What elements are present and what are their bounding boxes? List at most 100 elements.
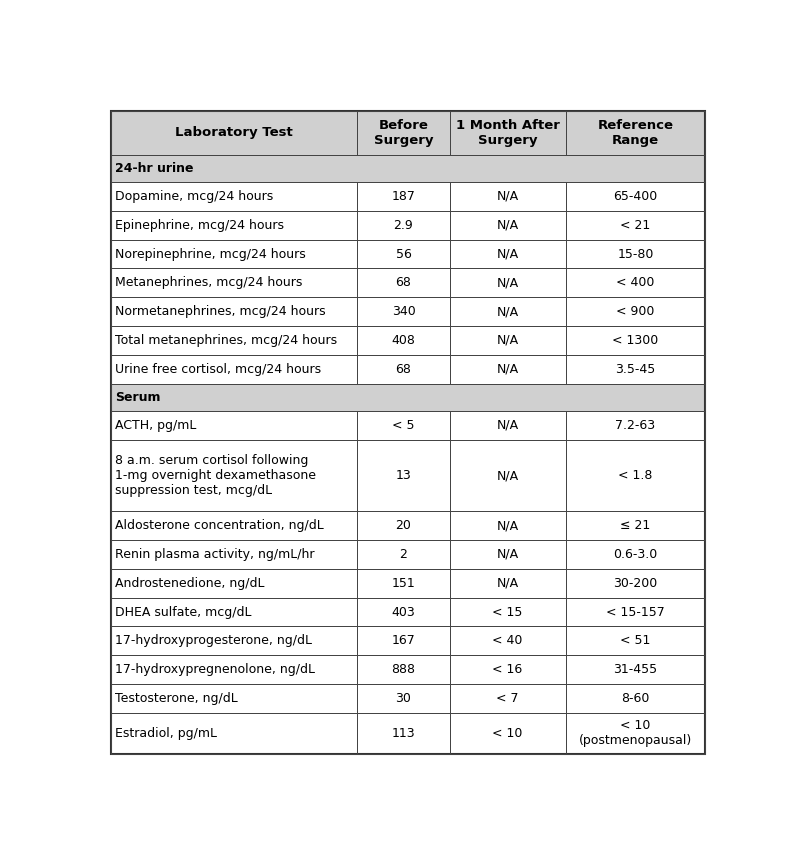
Text: Dopamine, mcg/24 hours: Dopamine, mcg/24 hours xyxy=(115,190,273,203)
Bar xyxy=(357,240,450,269)
Bar xyxy=(357,511,450,540)
Text: Normetanephrines, mcg/24 hours: Normetanephrines, mcg/24 hours xyxy=(115,305,326,318)
Text: < 1300: < 1300 xyxy=(612,334,658,347)
Bar xyxy=(565,684,705,713)
Text: 24-hr urine: 24-hr urine xyxy=(115,162,193,175)
Text: Total metanephrines, mcg/24 hours: Total metanephrines, mcg/24 hours xyxy=(115,334,337,347)
Bar xyxy=(565,211,705,240)
Text: Aldosterone concentration, ng/dL: Aldosterone concentration, ng/dL xyxy=(115,519,324,532)
Text: 13: 13 xyxy=(396,469,412,482)
Bar xyxy=(111,713,357,754)
Bar xyxy=(565,597,705,627)
Bar xyxy=(450,713,565,754)
Bar xyxy=(565,540,705,569)
Bar xyxy=(565,627,705,656)
Bar xyxy=(357,297,450,326)
Bar xyxy=(450,540,565,569)
Bar xyxy=(111,269,357,297)
Text: 68: 68 xyxy=(396,363,412,376)
Bar xyxy=(111,411,357,440)
Text: < 900: < 900 xyxy=(616,305,654,318)
Text: DHEA sulfate, mcg/dL: DHEA sulfate, mcg/dL xyxy=(115,605,252,619)
Bar xyxy=(357,684,450,713)
Bar xyxy=(357,627,450,656)
Text: N/A: N/A xyxy=(497,548,519,561)
Text: < 5: < 5 xyxy=(392,419,415,432)
Bar xyxy=(357,110,450,155)
Text: Renin plasma activity, ng/mL/hr: Renin plasma activity, ng/mL/hr xyxy=(115,548,314,561)
Text: 2: 2 xyxy=(400,548,408,561)
Text: 17-hydroxypregnenolone, ng/dL: 17-hydroxypregnenolone, ng/dL xyxy=(115,663,315,676)
Bar xyxy=(357,569,450,597)
Bar xyxy=(357,713,450,754)
Bar xyxy=(111,511,357,540)
Bar xyxy=(565,297,705,326)
Bar xyxy=(111,656,357,684)
Text: 8-60: 8-60 xyxy=(621,692,650,705)
Text: 1 Month After
Surgery: 1 Month After Surgery xyxy=(455,119,560,146)
Text: 65-400: 65-400 xyxy=(613,190,657,203)
Bar xyxy=(450,355,565,383)
Bar xyxy=(565,411,705,440)
Bar xyxy=(357,355,450,383)
Bar xyxy=(357,326,450,355)
Text: 3.5-45: 3.5-45 xyxy=(615,363,656,376)
Text: 167: 167 xyxy=(392,634,416,647)
Text: Laboratory Test: Laboratory Test xyxy=(175,126,293,140)
Text: 151: 151 xyxy=(392,577,416,590)
Bar xyxy=(565,240,705,269)
Bar xyxy=(111,627,357,656)
Bar xyxy=(450,627,565,656)
Text: 7.2-63: 7.2-63 xyxy=(615,419,655,432)
Text: Testosterone, ng/dL: Testosterone, ng/dL xyxy=(115,692,238,705)
Text: 0.6-3.0: 0.6-3.0 xyxy=(613,548,657,561)
Text: 2.9: 2.9 xyxy=(393,218,413,232)
Bar xyxy=(565,569,705,597)
Text: ACTH, pg/mL: ACTH, pg/mL xyxy=(115,419,197,432)
Bar xyxy=(111,155,705,182)
Text: Norepinephrine, mcg/24 hours: Norepinephrine, mcg/24 hours xyxy=(115,247,306,260)
Text: ≤ 21: ≤ 21 xyxy=(620,519,650,532)
Text: 17-hydroxyprogesterone, ng/dL: 17-hydroxyprogesterone, ng/dL xyxy=(115,634,312,647)
Text: 187: 187 xyxy=(392,190,416,203)
Text: < 1.8: < 1.8 xyxy=(618,469,653,482)
Bar xyxy=(450,269,565,297)
Bar xyxy=(111,211,357,240)
Bar xyxy=(111,540,357,569)
Text: < 15-157: < 15-157 xyxy=(606,605,665,619)
Bar xyxy=(565,511,705,540)
Bar xyxy=(450,411,565,440)
Text: Estradiol, pg/mL: Estradiol, pg/mL xyxy=(115,727,217,740)
Text: Serum: Serum xyxy=(115,391,161,404)
Bar xyxy=(565,110,705,155)
Bar xyxy=(111,110,357,155)
Bar xyxy=(450,440,565,511)
Bar xyxy=(111,569,357,597)
Text: 403: 403 xyxy=(392,605,416,619)
Bar xyxy=(111,383,705,411)
Bar xyxy=(357,540,450,569)
Bar xyxy=(450,211,565,240)
Text: Urine free cortisol, mcg/24 hours: Urine free cortisol, mcg/24 hours xyxy=(115,363,321,376)
Text: Reference
Range: Reference Range xyxy=(598,119,673,146)
Text: N/A: N/A xyxy=(497,276,519,289)
Text: N/A: N/A xyxy=(497,519,519,532)
Text: 31-455: 31-455 xyxy=(614,663,657,676)
Text: N/A: N/A xyxy=(497,218,519,232)
Text: 68: 68 xyxy=(396,276,412,289)
Bar xyxy=(111,240,357,269)
Bar xyxy=(450,569,565,597)
Bar xyxy=(565,326,705,355)
Text: 408: 408 xyxy=(392,334,416,347)
Text: N/A: N/A xyxy=(497,577,519,590)
Text: N/A: N/A xyxy=(497,363,519,376)
Text: N/A: N/A xyxy=(497,190,519,203)
Text: N/A: N/A xyxy=(497,334,519,347)
Text: 56: 56 xyxy=(396,247,412,260)
Text: 8 a.m. serum cortisol following
1-mg overnight dexamethasone
suppression test, m: 8 a.m. serum cortisol following 1-mg ove… xyxy=(115,454,316,497)
Bar xyxy=(111,182,357,211)
Bar xyxy=(357,597,450,627)
Text: < 10: < 10 xyxy=(493,727,523,740)
Text: Androstenedione, ng/dL: Androstenedione, ng/dL xyxy=(115,577,264,590)
Text: < 7: < 7 xyxy=(497,692,519,705)
